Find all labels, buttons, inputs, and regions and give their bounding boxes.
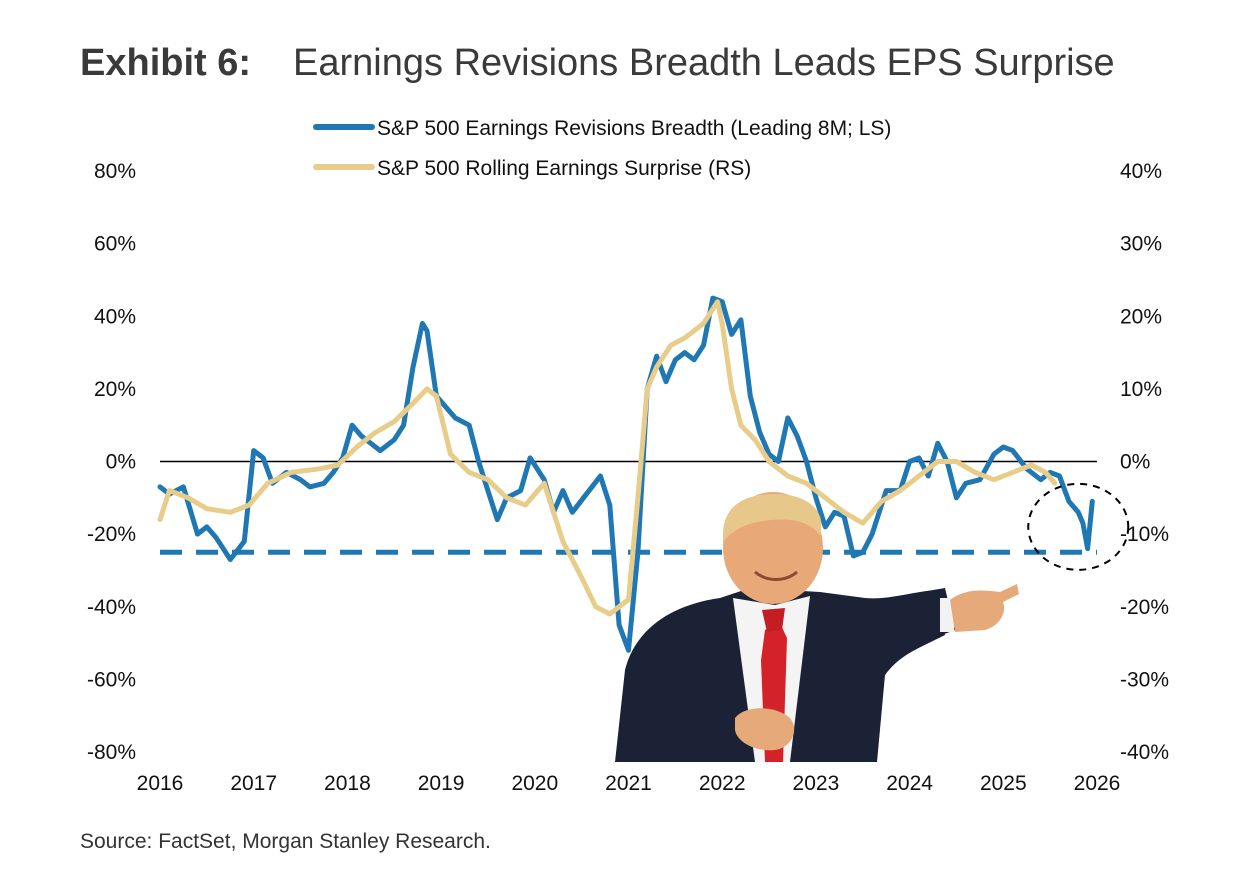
right-tick-label: 20%: [1120, 305, 1162, 328]
pointing-man-photo-icon: [615, 492, 1019, 762]
legend-label-breadth: S&P 500 Earnings Revisions Breadth (Lead…: [377, 117, 891, 140]
right-tick-label: 10%: [1120, 378, 1162, 401]
left-tick-label: 0%: [106, 451, 136, 474]
x-tick-label: 2016: [137, 772, 184, 795]
left-tick-label: -80%: [87, 741, 136, 764]
right-tick-label: -20%: [1120, 596, 1169, 619]
x-tick-label: 2017: [230, 772, 277, 795]
right-tick-label: 0%: [1120, 451, 1150, 474]
series-line-surprise: [157, 299, 1058, 617]
source-note: Source: FactSet, Morgan Stanley Research…: [80, 830, 491, 853]
left-tick-label: 40%: [94, 305, 136, 328]
x-tick-label: 2022: [699, 772, 746, 795]
x-tick-label: 2021: [605, 772, 652, 795]
left-tick-label: 20%: [94, 378, 136, 401]
x-tick-label: 2020: [511, 772, 558, 795]
x-axis: 2016 2017 2018 2019 2020 2021 2022 2023 2024 2025…: [137, 772, 1121, 795]
x-tick-label: 2023: [793, 772, 840, 795]
x-tick-label: 2018: [324, 772, 371, 795]
title-text: Earnings Revisions Breadth Leads EPS Sur…: [293, 42, 1115, 84]
series-line-breadth: [157, 295, 1095, 653]
right-tick-label: -40%: [1120, 741, 1169, 764]
right-tick-label: -10%: [1120, 523, 1169, 546]
dashed-circle-annotation: [1027, 482, 1130, 571]
x-tick-label: 2025: [980, 772, 1027, 795]
x-tick-label: 2026: [1074, 772, 1121, 795]
left-tick-label: -60%: [87, 668, 136, 691]
left-axis: 80% 60% 40% 20% 0% -20% -40% -60% -80%: [87, 160, 136, 764]
left-tick-label: 80%: [94, 160, 136, 183]
right-tick-label: 40%: [1120, 160, 1162, 183]
right-tick-label: 30%: [1120, 233, 1162, 256]
right-tick-label: -30%: [1120, 668, 1169, 691]
left-tick-label: -40%: [87, 596, 136, 619]
legend: S&P 500 Earnings Revisions Breadth (Lead…: [313, 117, 891, 180]
exhibit-label: Exhibit 6:: [80, 42, 252, 84]
left-tick-label: 60%: [94, 233, 136, 256]
legend-label-surprise: S&P 500 Rolling Earnings Surprise (RS): [377, 157, 751, 180]
x-tick-label: 2019: [418, 772, 465, 795]
x-tick-label: 2024: [886, 772, 933, 795]
plot-area: [157, 295, 1130, 653]
chart-title: Exhibit 6: Earnings Revisions Breadth Lea…: [80, 42, 1115, 85]
right-axis: 40% 30% 20% 10% 0% -10% -20% -30% -40%: [1120, 160, 1169, 764]
left-tick-label: -20%: [87, 523, 136, 546]
